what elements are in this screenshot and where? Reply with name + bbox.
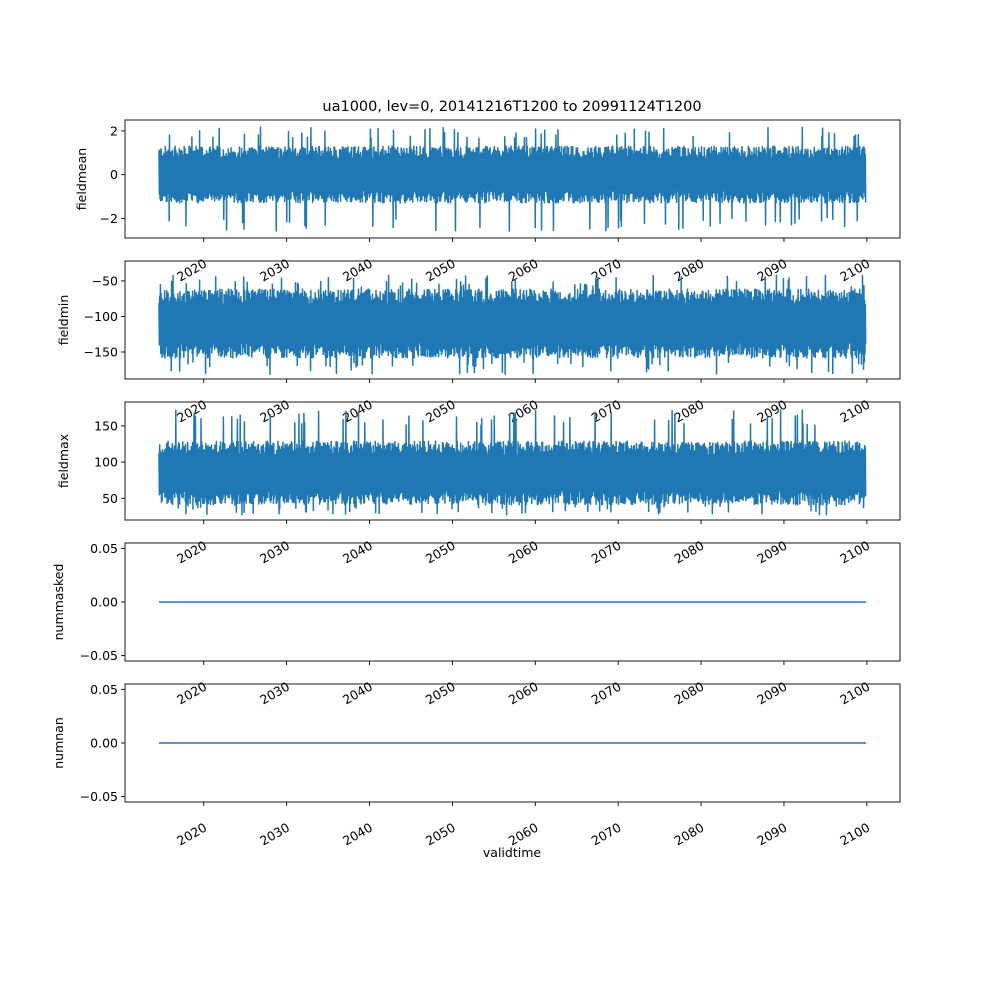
y-axis-label-numnan: numnan bbox=[51, 717, 66, 769]
y-tick-label: 2 bbox=[110, 123, 118, 138]
y-tick-label: −150 bbox=[84, 344, 118, 359]
y-axis-label-fieldmean: fieldmean bbox=[74, 148, 89, 210]
y-tick-label: −2 bbox=[100, 211, 118, 226]
y-tick-label: −50 bbox=[92, 273, 118, 288]
x-axis-label: validtime bbox=[483, 845, 541, 860]
axes-frame-fieldmin bbox=[124, 260, 901, 380]
y-tick-label: 150 bbox=[94, 418, 118, 433]
series-line-fieldmean bbox=[158, 126, 867, 232]
series-line-fieldmin bbox=[158, 274, 867, 376]
y-tick-label: 0.00 bbox=[90, 595, 118, 610]
chart-title: ua1000, lev=0, 20141216T1200 to 20991124… bbox=[322, 99, 701, 115]
y-tick-label: 100 bbox=[94, 455, 118, 470]
y-tick-label: 50 bbox=[102, 491, 118, 506]
axes-frame-fieldmean bbox=[124, 119, 901, 239]
y-tick-label: −100 bbox=[84, 309, 118, 324]
y-axis-label-fieldmax: fieldmax bbox=[56, 434, 71, 488]
axes-frame-fieldmax bbox=[124, 401, 901, 521]
y-tick-label: 0.05 bbox=[90, 682, 118, 697]
y-tick-label: 0.00 bbox=[90, 736, 118, 751]
y-tick-label: −0.05 bbox=[80, 789, 118, 804]
y-tick-label: −0.05 bbox=[80, 648, 118, 663]
y-axis-label-nummasked: nummasked bbox=[51, 564, 66, 641]
series-line-fieldmax bbox=[158, 409, 867, 516]
y-tick-label: 0.05 bbox=[90, 541, 118, 556]
y-axis-label-fieldmin: fieldmin bbox=[56, 295, 71, 346]
y-tick-label: 0 bbox=[110, 167, 118, 182]
